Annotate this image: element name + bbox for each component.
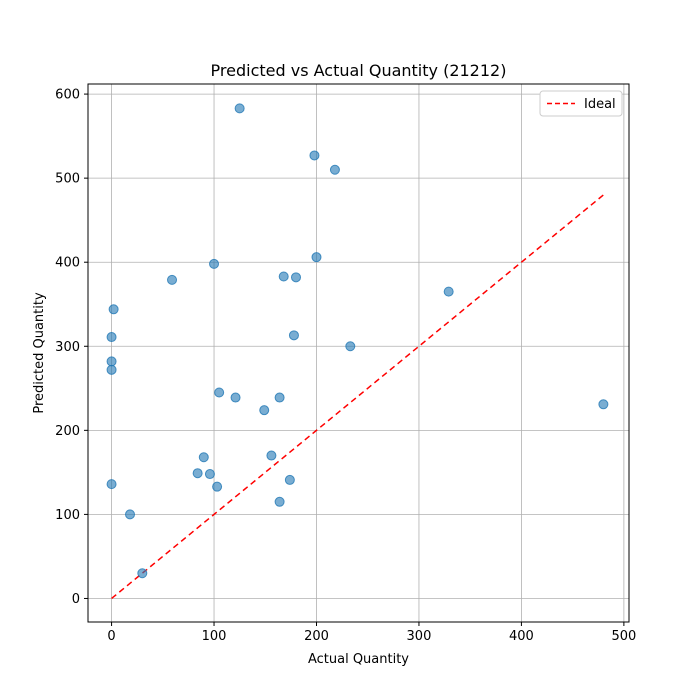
data-point (204, 469, 215, 480)
data-point (284, 474, 295, 485)
x-tick-label: 400 (509, 629, 534, 644)
data-point (125, 509, 136, 520)
y-axis-label: Predicted Quantity (32, 292, 47, 414)
data-point (214, 387, 225, 398)
y-tick-label: 300 (55, 340, 80, 355)
x-tick-label: 0 (107, 629, 115, 644)
x-tick-label: 500 (611, 629, 636, 644)
data-point (266, 450, 277, 461)
legend-ideal-label: Ideal (584, 97, 616, 112)
data-point (108, 304, 119, 315)
plot-frame (87, 83, 630, 623)
y-tick-label: 200 (55, 424, 80, 439)
data-point (288, 330, 299, 341)
data-point (167, 274, 178, 285)
ideal-line (111, 193, 605, 600)
y-tick-label: 600 (55, 88, 80, 103)
x-tick-label: 300 (407, 629, 432, 644)
data-point (443, 286, 454, 297)
ideal-line-layer (111, 193, 605, 600)
data-point (137, 568, 148, 579)
data-point (106, 479, 117, 490)
data-points (106, 103, 609, 579)
y-tick-label: 500 (55, 172, 80, 187)
data-point (192, 468, 203, 479)
gridlines (88, 84, 629, 622)
y-tick-label: 400 (55, 256, 80, 271)
axis-ticks: 0 100 200 300 400 500 0 100 200 300 400 500 600 (55, 88, 636, 644)
data-point (106, 356, 117, 367)
data-point (234, 103, 245, 114)
data-point (209, 258, 220, 269)
data-point (311, 252, 322, 263)
x-axis-label: Actual Quantity (308, 652, 409, 667)
data-point (290, 272, 301, 283)
chart-title: Predicted vs Actual Quantity (21212) (211, 61, 507, 80)
data-point (598, 399, 609, 410)
data-point (278, 271, 289, 282)
data-point (274, 392, 285, 403)
x-tick-label: 100 (202, 629, 227, 644)
data-point (274, 496, 285, 507)
data-point (259, 405, 270, 416)
data-point (329, 164, 340, 175)
x-tick-label: 200 (304, 629, 329, 644)
data-point (198, 452, 209, 463)
data-point (212, 481, 223, 492)
data-point (309, 150, 320, 161)
data-point (106, 332, 117, 343)
data-point (345, 341, 356, 352)
data-point (230, 392, 241, 403)
legend-box (539, 90, 623, 117)
y-tick-label: 0 (72, 592, 80, 607)
legend: Ideal (539, 90, 623, 117)
y-tick-label: 100 (55, 508, 80, 523)
data-point (106, 364, 117, 375)
